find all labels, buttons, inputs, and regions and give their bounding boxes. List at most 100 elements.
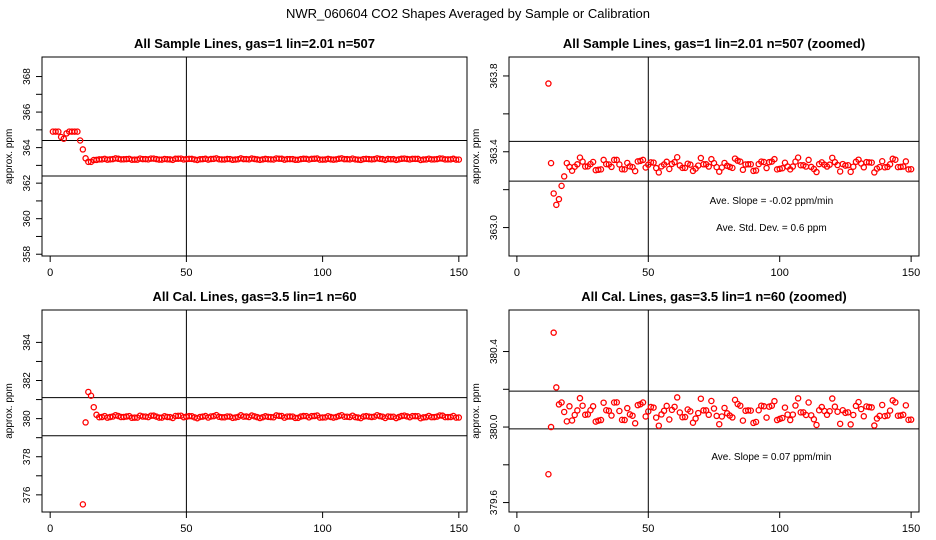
data-point (624, 404, 631, 412)
x-tick-label: 150 (902, 523, 920, 535)
data-point (739, 166, 747, 174)
data-point (666, 416, 673, 423)
data-point (589, 158, 597, 166)
data-point (673, 154, 681, 161)
y-tick-label: 360 (22, 210, 33, 227)
data-point (771, 155, 778, 163)
data-point (558, 399, 565, 406)
data-point (232, 414, 239, 421)
data-point (595, 417, 602, 424)
data-point (847, 421, 854, 428)
data-point (60, 135, 68, 142)
data-point (676, 409, 684, 416)
data-point (79, 501, 87, 508)
data-point (679, 164, 686, 172)
data-point (436, 412, 444, 419)
data-point (755, 406, 762, 414)
data-point (752, 167, 760, 174)
data-point (705, 163, 712, 170)
data-point (106, 413, 114, 421)
data-point (616, 161, 623, 168)
data-point (687, 161, 694, 168)
data-point (563, 418, 571, 425)
data-point (687, 408, 694, 415)
y-tick-label: 363.4 (489, 139, 500, 164)
data-point (663, 158, 670, 166)
data-point (884, 412, 891, 419)
data-point (673, 394, 681, 401)
data-point (71, 128, 78, 135)
data-point (794, 395, 802, 402)
data-point (907, 416, 915, 423)
data-point (547, 159, 555, 167)
data-point (275, 412, 283, 420)
data-point (251, 413, 258, 420)
x-tick-label: 50 (180, 523, 192, 535)
data-point (545, 470, 552, 478)
y-tick-label: 366 (22, 103, 33, 120)
data-point (744, 161, 752, 168)
data-point (789, 411, 797, 418)
data-point (868, 404, 875, 411)
data-point (82, 419, 89, 426)
data-point (655, 422, 663, 429)
data-point (618, 165, 626, 173)
data-point (789, 163, 797, 170)
data-point (700, 407, 707, 414)
data-point (708, 397, 715, 405)
chart-title: All Sample Lines, gas=1 lin=2.01 n=507 (… (563, 36, 865, 51)
data-point (881, 164, 889, 171)
data-point (899, 163, 907, 170)
plot-frame (41, 56, 468, 257)
data-point (744, 407, 752, 414)
y-tick-label: 358 (22, 245, 33, 262)
data-point (878, 401, 886, 409)
data-point (905, 416, 912, 424)
data-point (737, 158, 744, 165)
data-point (74, 128, 81, 135)
data-point (55, 128, 62, 135)
data-point (899, 411, 907, 419)
data-point (739, 417, 747, 424)
data-point (639, 399, 647, 406)
data-point (455, 156, 463, 163)
data-point (826, 161, 833, 168)
data-point (452, 156, 460, 163)
y-tick-label: 363.0 (489, 215, 500, 240)
y-tick-label: 380 (22, 410, 33, 427)
data-point (694, 409, 702, 417)
annotation: Ave. Slope = 0.07 ppm/min (711, 452, 831, 463)
data-point (112, 411, 119, 419)
data-point (660, 407, 668, 415)
data-point (621, 166, 628, 173)
data-point (642, 413, 649, 420)
y-axis-label: approx. ppm (4, 129, 15, 185)
data-point (752, 418, 760, 426)
data-point (844, 409, 852, 416)
y-axis-label: approx. ppm (471, 129, 482, 185)
data-point (813, 421, 820, 429)
x-tick-label: 0 (47, 523, 53, 535)
data-point (771, 397, 778, 405)
annotation: Ave. Slope = -0.02 ppm/min (710, 196, 834, 207)
data-point (865, 403, 873, 411)
data-point (553, 384, 560, 391)
data-point (907, 165, 915, 173)
data-point (566, 403, 573, 410)
data-point (886, 407, 894, 414)
y-tick-label: 380.4 (489, 339, 500, 364)
data-point (747, 407, 755, 414)
data-point (836, 420, 844, 428)
x-tick-label: 0 (47, 267, 53, 279)
data-point (547, 423, 555, 431)
data-point (805, 399, 812, 406)
data-point (716, 420, 723, 428)
data-point (847, 168, 854, 176)
chart-panel-3: All Cal. Lines, gas=3.5 lin=1 n=60 approx… (4, 289, 468, 535)
chart-panel-4: All Cal. Lines, gas=3.5 lin=1 n=60 (zoom… (471, 289, 920, 535)
data-point (555, 195, 563, 203)
data-point (784, 411, 791, 418)
data-point (560, 173, 568, 180)
data-point (871, 422, 878, 429)
